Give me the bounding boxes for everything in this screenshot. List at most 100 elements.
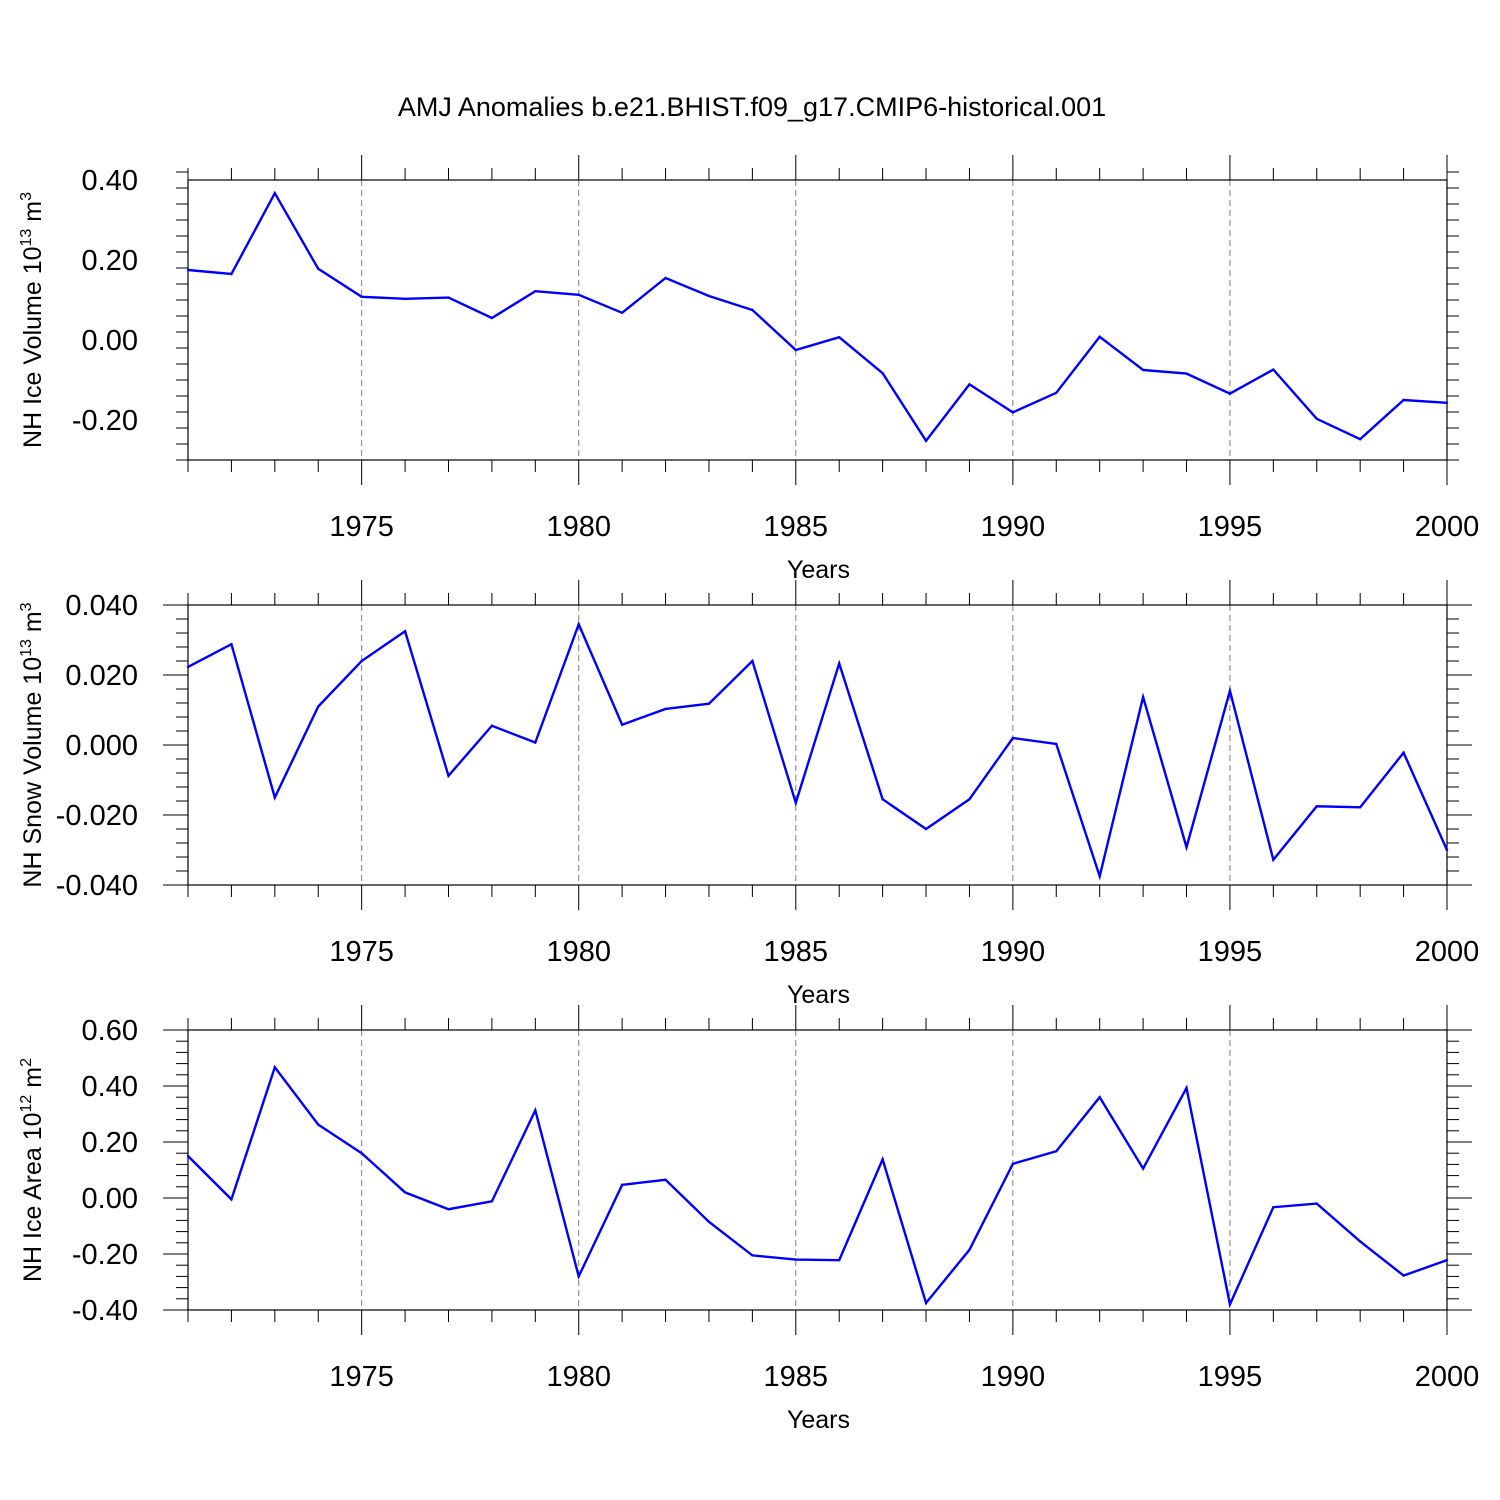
data-point bbox=[1445, 848, 1449, 852]
data-point bbox=[490, 316, 494, 320]
data-point bbox=[881, 798, 884, 801]
panel-3: -0.40 -0.20 0.00 0.20 0.40 0.60 1975 1980 1985 19… bbox=[18, 1005, 1479, 1434]
data-point bbox=[881, 372, 884, 375]
x-tick-label: 1985 bbox=[764, 936, 829, 968]
data-point bbox=[1315, 417, 1318, 420]
data-point bbox=[838, 662, 841, 665]
data-point bbox=[1185, 372, 1188, 375]
x-tick-label: 1980 bbox=[546, 511, 611, 543]
data-point bbox=[1185, 846, 1188, 849]
data-point bbox=[794, 801, 797, 804]
y-tick-label: -0.20 bbox=[72, 1239, 138, 1271]
data-point bbox=[447, 296, 450, 299]
data-point bbox=[1098, 875, 1101, 878]
data-point bbox=[794, 1258, 797, 1261]
data-point bbox=[577, 623, 580, 626]
data-point bbox=[577, 293, 580, 296]
data-point bbox=[447, 774, 450, 777]
data-point bbox=[968, 383, 971, 386]
series-line bbox=[187, 190, 1448, 443]
data-point bbox=[360, 1152, 363, 1155]
data-point bbox=[1055, 742, 1058, 746]
y-label-text: m bbox=[19, 1067, 47, 1095]
data-point bbox=[924, 827, 928, 831]
data-point bbox=[403, 630, 407, 633]
data-point bbox=[968, 1248, 971, 1252]
y-label-text: m bbox=[19, 201, 47, 229]
y-label-text: NH Ice Volume 10 bbox=[19, 246, 47, 448]
data-point bbox=[1141, 368, 1145, 372]
data-point bbox=[1228, 1303, 1232, 1306]
x-tick-label: 1990 bbox=[981, 511, 1046, 543]
y-tick-label: -0.20 bbox=[72, 405, 138, 437]
data-point bbox=[317, 705, 320, 708]
data-point bbox=[707, 702, 711, 705]
data-point bbox=[1011, 1162, 1015, 1166]
y-axis-label: NH Ice Area 1012 m2 bbox=[18, 1058, 47, 1282]
y-label-sup: 13 bbox=[18, 639, 35, 657]
data-point bbox=[620, 311, 624, 314]
data-point bbox=[186, 665, 190, 669]
data-point bbox=[664, 276, 667, 280]
data-point bbox=[273, 1066, 277, 1069]
x-axis-label: Years bbox=[787, 1406, 850, 1434]
y-tick-label: 0.00 bbox=[82, 1183, 138, 1215]
data-point bbox=[360, 659, 363, 663]
y-tick-label: 0.040 bbox=[65, 590, 138, 622]
plot-frame bbox=[187, 1029, 1448, 1311]
data-point bbox=[534, 1109, 537, 1112]
data-point bbox=[1445, 1258, 1449, 1262]
data-point bbox=[1402, 751, 1405, 754]
data-point bbox=[924, 1301, 928, 1305]
y-tick-label: 0.20 bbox=[82, 1127, 138, 1159]
data-point bbox=[1185, 1086, 1188, 1090]
y-tick-label: 0.020 bbox=[65, 660, 138, 692]
data-point bbox=[490, 724, 494, 727]
data-point bbox=[534, 290, 537, 293]
y-tick-label: -0.020 bbox=[56, 800, 138, 832]
data-point bbox=[1141, 1167, 1145, 1170]
y-tick-label: -0.40 bbox=[72, 1295, 138, 1327]
data-point bbox=[403, 297, 407, 300]
x-tick-label: 1995 bbox=[1198, 936, 1263, 968]
x-axis-label: Years bbox=[787, 556, 850, 584]
series-line bbox=[187, 621, 1449, 881]
data-point bbox=[230, 643, 233, 646]
data-point bbox=[273, 796, 277, 799]
data-point bbox=[924, 439, 928, 442]
x-tick-label: 1995 bbox=[1198, 511, 1263, 543]
panel-2: -0.040 -0.020 0.000 0.020 0.040 1975 1980 1985 1… bbox=[18, 580, 1479, 1009]
data-point bbox=[1011, 736, 1015, 740]
data-point bbox=[186, 268, 190, 272]
data-point bbox=[1098, 335, 1101, 338]
data-point bbox=[751, 659, 754, 663]
y-tick-label: 0.20 bbox=[82, 245, 138, 277]
data-point bbox=[490, 1200, 494, 1203]
y-axis-label: NH Ice Volume 1013 m3 bbox=[18, 192, 47, 448]
data-point bbox=[1402, 1274, 1405, 1277]
data-point bbox=[838, 336, 841, 339]
data-point bbox=[403, 1191, 407, 1194]
x-tick-label: 1980 bbox=[546, 936, 611, 968]
data-point bbox=[273, 192, 277, 195]
x-tick-label: 2000 bbox=[1415, 936, 1480, 968]
panel-1: -0.20 0.00 0.20 0.40 1975 1980 1985 1990 1995 200… bbox=[18, 155, 1479, 584]
data-point bbox=[1141, 695, 1145, 699]
x-axis-label: Years bbox=[787, 981, 850, 1009]
data-point bbox=[317, 1123, 320, 1126]
data-point bbox=[1358, 438, 1362, 441]
y-tick-label: 0.40 bbox=[82, 165, 138, 197]
x-tick-label: 2000 bbox=[1415, 511, 1480, 543]
data-point bbox=[1272, 368, 1275, 371]
y-label-text: NH Ice Area 10 bbox=[19, 1112, 47, 1282]
y-label-sup: 2 bbox=[18, 1058, 35, 1067]
data-point bbox=[1055, 1150, 1058, 1153]
x-tick-label: 1995 bbox=[1198, 1361, 1263, 1393]
data-point bbox=[534, 741, 537, 744]
x-tick-label: 1985 bbox=[764, 1361, 829, 1393]
data-point bbox=[751, 1254, 754, 1257]
y-label-sup: 12 bbox=[18, 1095, 35, 1113]
plot-frame bbox=[187, 604, 1448, 886]
data-point bbox=[707, 294, 711, 298]
y-tick-label: -0.040 bbox=[56, 870, 138, 902]
